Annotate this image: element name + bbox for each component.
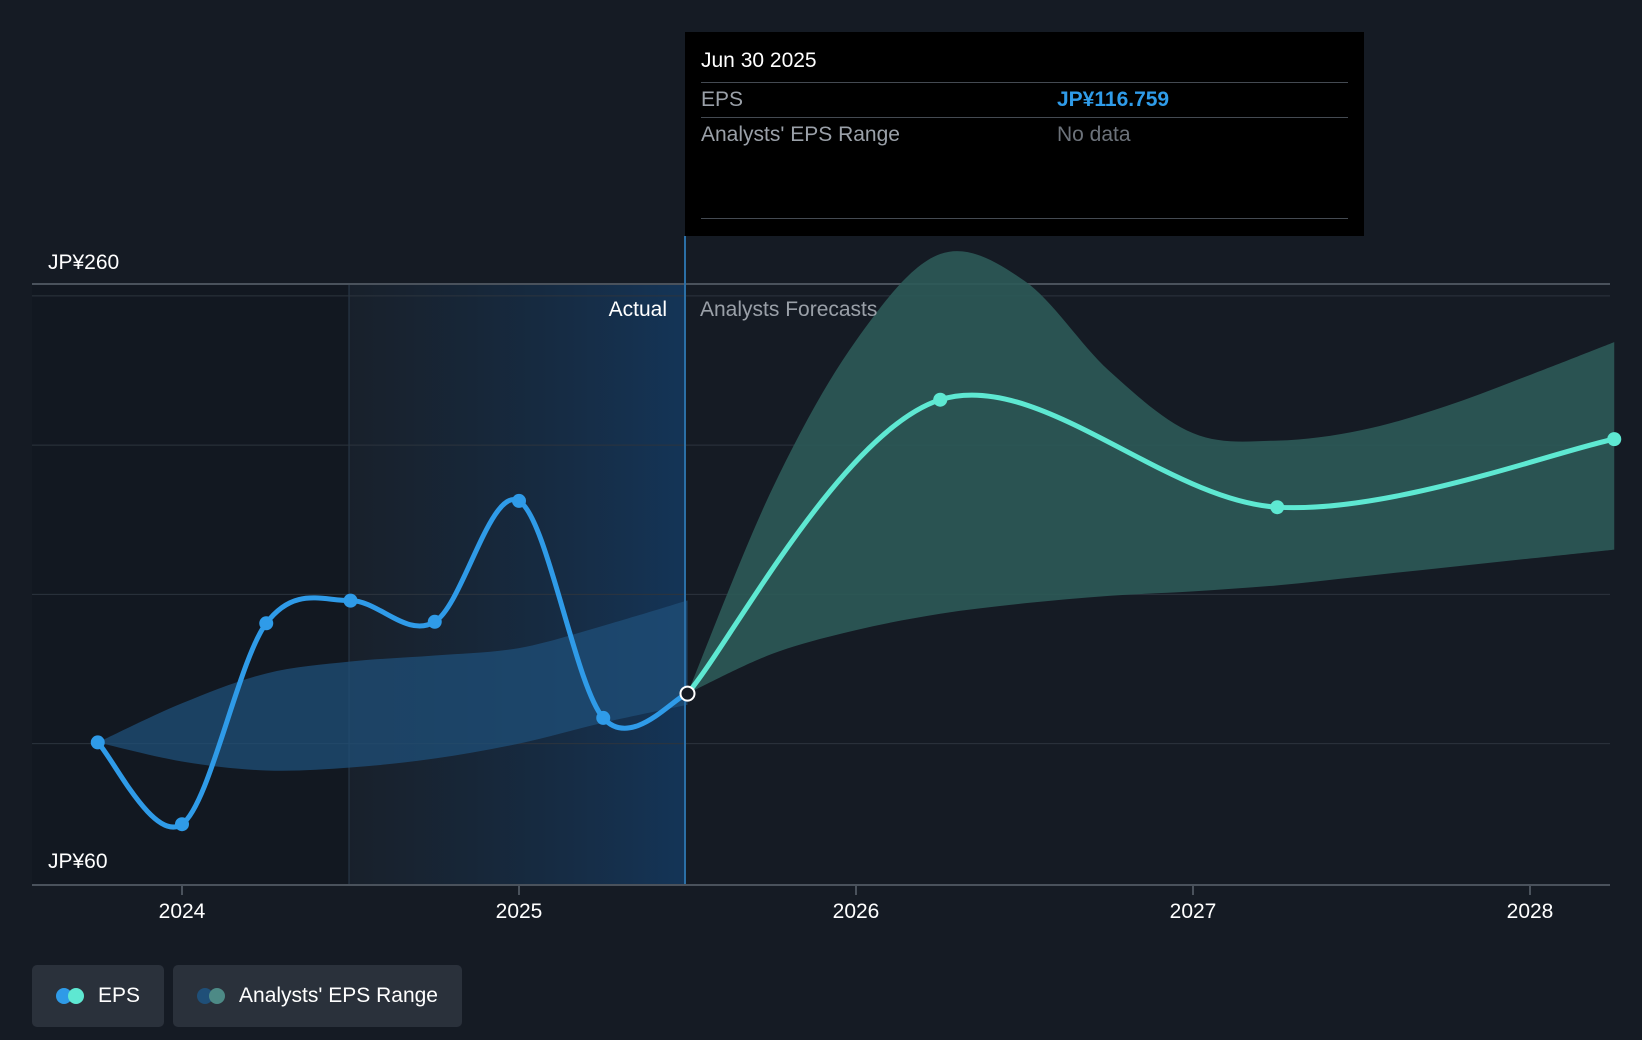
tooltip-range-value: No data — [1057, 123, 1131, 146]
forecast-region-label: Analysts Forecasts — [700, 298, 877, 321]
chart-legend: EPS Analysts' EPS Range — [32, 965, 462, 1027]
tooltip-row-eps: EPS JP¥116.759 — [701, 83, 1348, 118]
x-tick-label: 2025 — [496, 900, 543, 923]
forecast-eps-range-band — [687, 251, 1615, 694]
eps-points — [90, 392, 1622, 832]
tooltip-eps-value: JP¥116.759 — [1057, 88, 1170, 111]
actual-eps-line — [95, 497, 690, 830]
tooltip-divider — [701, 218, 1348, 219]
x-tick-label: 2024 — [159, 900, 206, 923]
forecast-eps-line — [685, 392, 1617, 697]
x-tick-label: 2027 — [1170, 900, 1217, 923]
actual-eps-point[interactable] — [343, 593, 358, 608]
actual-eps-point[interactable] — [90, 735, 105, 750]
x-tick-label: 2028 — [1507, 900, 1554, 923]
actual-eps-point[interactable] — [679, 685, 696, 702]
x-tick-label: 2026 — [833, 900, 880, 923]
hover-tooltip: Jun 30 2025 EPS JP¥116.759 Analysts' EPS… — [685, 32, 1364, 236]
actual-region-label: Actual — [609, 298, 667, 321]
legend-item-eps[interactable]: EPS — [32, 965, 165, 1027]
legend-eps-label: EPS — [98, 984, 141, 1007]
actual-region-highlight — [349, 284, 685, 885]
forecast-eps-point[interactable] — [1270, 500, 1285, 515]
actual-eps-point[interactable] — [512, 493, 526, 508]
y-axis-max-label: JP¥260 — [48, 251, 119, 274]
actual-eps-point[interactable] — [596, 710, 611, 725]
actual-eps-range-band — [97, 600, 688, 771]
tooltip-range-label: Analysts' EPS Range — [701, 123, 900, 146]
tooltip-eps-label: EPS — [701, 88, 744, 111]
legend-eps-range-label: Analysts' EPS Range — [239, 984, 438, 1007]
legend-item-eps-range[interactable]: Analysts' EPS Range — [173, 965, 462, 1027]
actual-eps-point[interactable] — [427, 614, 442, 629]
actual-eps-point[interactable] — [175, 817, 189, 832]
forecast-eps-point[interactable] — [1607, 432, 1622, 447]
tooltip-date: Jun 30 2025 — [701, 46, 1348, 83]
actual-region-dark — [32, 284, 349, 885]
x-axis-ticks: 2024 2025 2026 2027 2028 — [159, 885, 1554, 923]
eps-legend-icon — [56, 987, 86, 1005]
forecast-eps-point[interactable] — [933, 392, 948, 407]
y-axis-min-label: JP¥60 — [48, 850, 108, 873]
eps-range-legend-icon — [197, 987, 227, 1005]
tooltip-row-range: Analysts' EPS Range No data — [701, 118, 1348, 152]
actual-eps-point[interactable] — [259, 616, 274, 631]
